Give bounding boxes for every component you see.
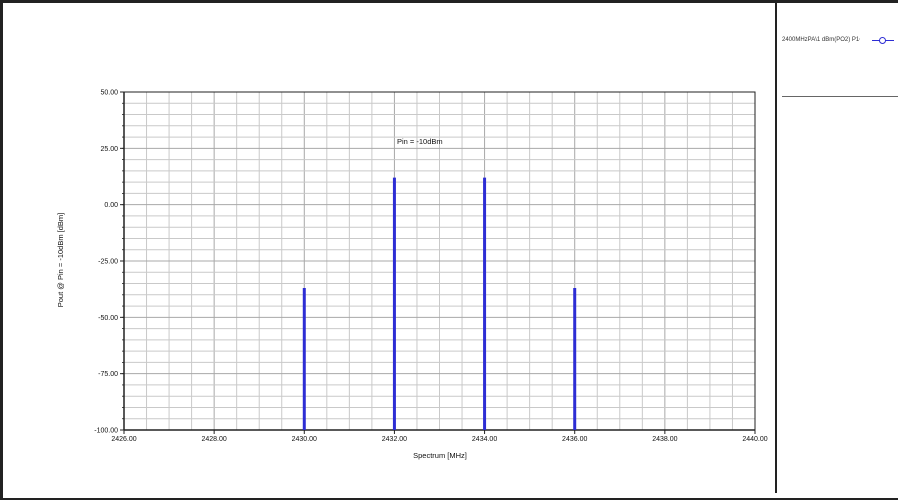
y-tick-label: -75.00 <box>98 371 118 378</box>
y-tick-label: -25.00 <box>98 259 118 266</box>
axes <box>120 91 756 434</box>
x-tick-label: 2434.00 <box>472 436 497 443</box>
x-tick-label: 2432.00 <box>382 436 407 443</box>
x-tick-label: 2440.00 <box>742 436 767 443</box>
x-axis-title: Spectrum [MHz] <box>413 451 467 460</box>
bars <box>302 177 577 430</box>
y-tick-label: 50.00 <box>100 90 118 97</box>
x-tick-label: 2426.00 <box>111 436 136 443</box>
y-axis-title: Pout @ Pin = -10dBm [dBm] <box>56 213 65 308</box>
tick-labels: 50.0025.000.00-25.00-50.00-75.00-100.002… <box>94 90 768 444</box>
legend-marker-icon <box>879 37 886 44</box>
panel-divider <box>775 3 777 493</box>
x-tick-label: 2438.00 <box>652 436 677 443</box>
x-tick-label: 2430.00 <box>292 436 317 443</box>
legend-entry-label: 2400MHzPA\1 dBm(PO2) P1=HB+H1=-10dBm <box>782 37 860 43</box>
y-tick-label: 25.00 <box>100 146 118 153</box>
x-tick-label: 2436.00 <box>562 436 587 443</box>
legend: 2400MHzPA\1 dBm(PO2) P1=HB+H1=-10dBm <box>782 36 898 44</box>
annotation-label: Pin = -10dBm <box>397 137 443 146</box>
y-tick-label: -50.00 <box>98 315 118 322</box>
legend-divider <box>782 96 898 97</box>
y-tick-label: -100.00 <box>94 428 118 435</box>
grid <box>123 91 756 431</box>
y-tick-label: 0.00 <box>104 202 118 209</box>
x-tick-label: 2428.00 <box>201 436 226 443</box>
